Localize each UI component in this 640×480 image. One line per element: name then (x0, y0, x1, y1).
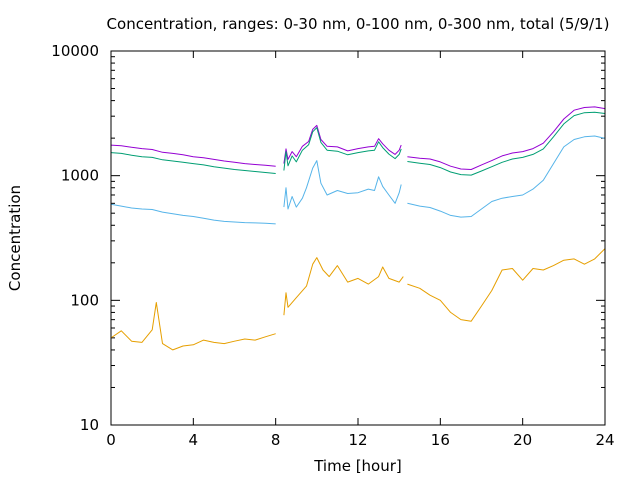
y-tick-label: 100 (70, 291, 99, 309)
y-tick-label: 1000 (61, 167, 99, 185)
plot-frame (110, 50, 606, 426)
series-2-line (110, 152, 276, 174)
x-tick-label: 12 (348, 431, 367, 449)
x-tick-label: 16 (431, 431, 450, 449)
series-3-line (110, 203, 276, 225)
series-4-line (110, 302, 276, 351)
y-tick-label: 10000 (51, 42, 99, 60)
series-3-line (407, 135, 606, 218)
x-tick-label: 4 (189, 431, 199, 449)
series-2-line (407, 111, 606, 176)
series-4-line (407, 248, 606, 322)
series-4-line (283, 257, 404, 316)
series-1-line (407, 106, 606, 170)
chart-title: Concentration, ranges: 0-30 nm, 0-100 nm… (107, 15, 610, 33)
series-1-line (110, 144, 276, 167)
axis-ticks: 0 4 8 12 16 20 24 10 100 1000 10000 (51, 42, 614, 449)
x-tick-label: 0 (106, 431, 116, 449)
y-axis-label: Concentration (6, 185, 24, 291)
y-tick-label: 10 (80, 416, 99, 434)
x-tick-label: 20 (513, 431, 532, 449)
x-tick-label: 24 (595, 431, 614, 449)
x-tick-label: 8 (271, 431, 281, 449)
series-2-line (283, 127, 402, 171)
series-layer (110, 106, 606, 351)
series-1-line (283, 124, 402, 164)
x-axis-label: Time [hour] (313, 457, 402, 475)
series-3-line (283, 160, 402, 210)
